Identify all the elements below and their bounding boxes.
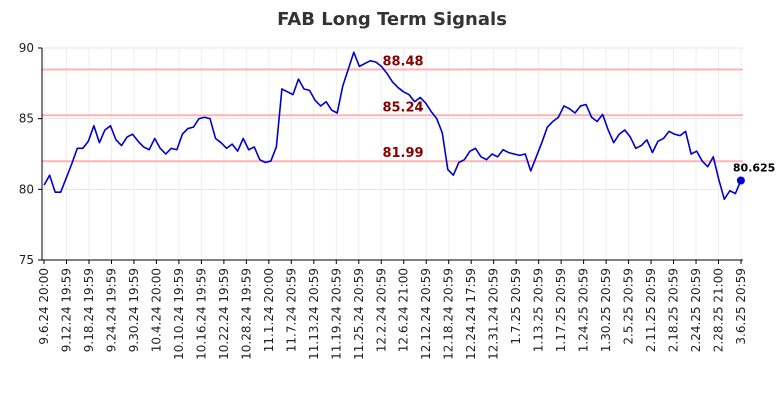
y-tick-label: 90	[19, 41, 34, 55]
x-tick-label: 1.17.25 20:59	[554, 268, 568, 352]
x-tick-label: 10.10.24 19:59	[172, 268, 186, 360]
y-tick-label: 85	[19, 112, 34, 126]
reference-label: 85.24	[382, 100, 423, 115]
axes	[41, 48, 743, 261]
y-ticks: 75 80 85 90	[19, 41, 42, 267]
last-point-label: 80.625	[733, 162, 775, 175]
x-tick-label: 12.18.24 20:59	[442, 268, 456, 360]
x-tick-label: 2.5.25 20:59	[622, 268, 636, 345]
x-tick-label: 2.24.25 20:59	[689, 268, 703, 352]
x-tick-label: 2.11.25 20:59	[644, 268, 658, 352]
x-tick-label: 12.31.24 20:59	[487, 268, 501, 360]
x-tick-label: 11.1.24 20:00	[262, 268, 276, 352]
x-tick-label: 12.6.24 21:00	[397, 268, 411, 352]
x-tick-label: 10.28.24 19:59	[239, 268, 253, 360]
x-tick-label: 10.22.24 19:59	[217, 268, 231, 360]
x-tick-label: 9.6.24 20:00	[37, 268, 51, 345]
x-tick-label: 9.24.24 19:59	[104, 268, 118, 352]
x-tick-label: 11.25.24 20:59	[352, 268, 366, 360]
x-tick-label: 11.19.24 20:59	[329, 268, 343, 360]
x-tick-label: 1.7.25 20:59	[509, 268, 523, 345]
x-tick-label: 2.28.25 21:00	[712, 268, 726, 352]
reference-lines	[42, 68, 743, 163]
series-line	[43, 51, 742, 201]
x-tick-label: 11.13.24 20:59	[307, 268, 321, 360]
x-tick-label: 1.24.25 20:59	[577, 268, 591, 352]
series: 80.625	[43, 51, 775, 201]
x-tick-label: 9.18.24 19:59	[82, 268, 96, 352]
x-tick-label: 12.24.24 17:59	[464, 268, 478, 360]
x-tick-label: 12.12.24 20:59	[419, 268, 433, 360]
reference-label: 88.48	[382, 54, 423, 69]
x-tick-label: 2.18.25 20:59	[667, 268, 681, 352]
x-tick-label: 11.7.24 20:59	[284, 268, 298, 352]
x-tick-label: 10.16.24 19:59	[194, 268, 208, 360]
x-ticks: 9.6.24 20:00 9.12.24 19:59 9.18.24 19:59 9.…	[37, 260, 748, 360]
x-tick-label: 12.2.24 20:59	[374, 268, 388, 352]
x-tick-label: 1.13.25 20:59	[532, 268, 546, 352]
x-tick-label: 9.30.24 19:59	[127, 268, 141, 352]
x-tick-label: 3.6.25 20:59	[734, 268, 748, 345]
chart-title: FAB Long Term Signals	[277, 9, 507, 30]
reference-labels: 88.48 85.24 81.99	[382, 54, 423, 161]
y-tick-label: 75	[19, 253, 34, 267]
x-tick-label: 10.4.24 20:00	[149, 268, 163, 352]
reference-label: 81.99	[382, 146, 423, 161]
y-tick-label: 80	[19, 182, 34, 196]
x-tick-label: 9.12.24 19:59	[59, 268, 73, 352]
last-point-marker	[736, 176, 745, 185]
x-tick-label: 1.30.25 20:59	[599, 268, 613, 352]
x-grid	[43, 48, 742, 260]
